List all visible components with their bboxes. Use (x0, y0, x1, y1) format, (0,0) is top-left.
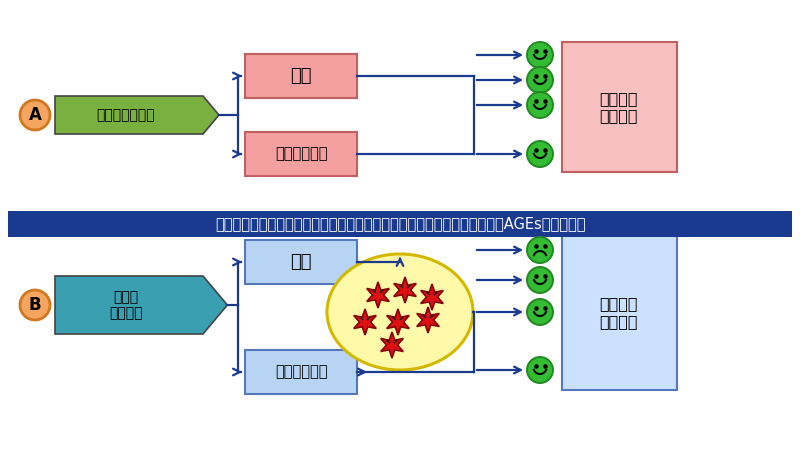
Text: B: B (29, 296, 42, 314)
Text: 適量の炭水化物: 適量の炭水化物 (97, 108, 155, 122)
Polygon shape (366, 282, 390, 308)
Circle shape (527, 267, 553, 293)
Circle shape (527, 141, 553, 167)
Polygon shape (55, 276, 227, 334)
Circle shape (527, 67, 553, 93)
Circle shape (527, 42, 553, 68)
Circle shape (527, 299, 553, 325)
Ellipse shape (327, 254, 473, 370)
Circle shape (20, 100, 50, 130)
FancyBboxPatch shape (245, 240, 357, 284)
Circle shape (527, 237, 553, 263)
Polygon shape (421, 284, 443, 310)
Text: 血液経由
で細胞へ: 血液経由 で細胞へ (600, 91, 638, 123)
FancyBboxPatch shape (245, 132, 357, 176)
Polygon shape (354, 309, 376, 335)
Polygon shape (417, 307, 439, 333)
FancyBboxPatch shape (562, 42, 677, 172)
Polygon shape (381, 332, 403, 358)
Text: インシュリンが処理できなかった糖質がタンパク質と結びつき、老化物質AGEsを作り出す: インシュリンが処理できなかった糖質がタンパク質と結びつき、老化物質AGEsを作り… (214, 216, 586, 231)
FancyBboxPatch shape (8, 211, 792, 237)
Text: インシュリン: インシュリン (274, 147, 327, 162)
Polygon shape (55, 96, 219, 134)
Circle shape (527, 357, 553, 383)
Circle shape (20, 290, 50, 320)
Text: 肝臓: 肝臓 (290, 253, 312, 271)
Text: インシュリン: インシュリン (274, 364, 327, 379)
Text: 多量の
炭水化物: 多量の 炭水化物 (110, 290, 142, 320)
Text: 肝臓: 肝臓 (290, 67, 312, 85)
Polygon shape (386, 309, 410, 335)
Polygon shape (394, 277, 416, 303)
FancyBboxPatch shape (245, 350, 357, 394)
Circle shape (527, 92, 553, 118)
Text: A: A (29, 106, 42, 124)
Text: 血液経由
で細胞へ: 血液経由 で細胞へ (600, 296, 638, 328)
FancyBboxPatch shape (245, 54, 357, 98)
FancyBboxPatch shape (562, 235, 677, 390)
